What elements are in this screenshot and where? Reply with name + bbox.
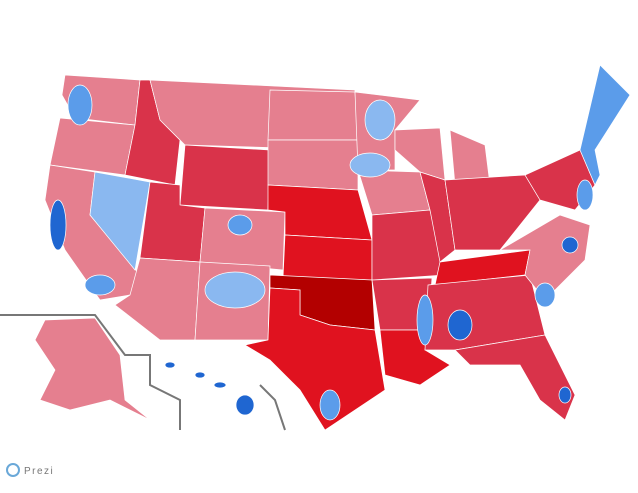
state (199, 207, 286, 271)
states (44, 64, 631, 431)
logo-text: Prezi (24, 466, 54, 477)
district (416, 294, 434, 346)
hawaii (164, 361, 255, 416)
district (84, 274, 116, 296)
state (449, 129, 491, 186)
state (579, 64, 631, 186)
state (267, 139, 359, 191)
island (213, 381, 227, 389)
state (419, 171, 456, 263)
state (49, 117, 136, 176)
district (364, 99, 396, 141)
district (447, 309, 473, 341)
blue-districts (49, 84, 594, 421)
state (498, 214, 591, 301)
district (558, 386, 572, 404)
state (179, 144, 271, 211)
island (164, 361, 176, 369)
alaska (34, 317, 151, 421)
state (267, 89, 359, 141)
inset-border (0, 314, 181, 430)
state (89, 171, 151, 271)
district (67, 84, 93, 126)
district (227, 214, 253, 236)
island (235, 394, 255, 416)
state (454, 334, 576, 421)
island (194, 371, 206, 379)
district (319, 389, 341, 421)
district (534, 282, 556, 308)
district (576, 179, 594, 211)
district (349, 152, 391, 178)
district (204, 271, 266, 309)
logo-icon (6, 463, 20, 477)
inset-border (259, 384, 286, 431)
state (244, 287, 386, 431)
district (561, 236, 579, 254)
district (49, 199, 67, 251)
state (282, 234, 373, 281)
state (444, 174, 541, 251)
